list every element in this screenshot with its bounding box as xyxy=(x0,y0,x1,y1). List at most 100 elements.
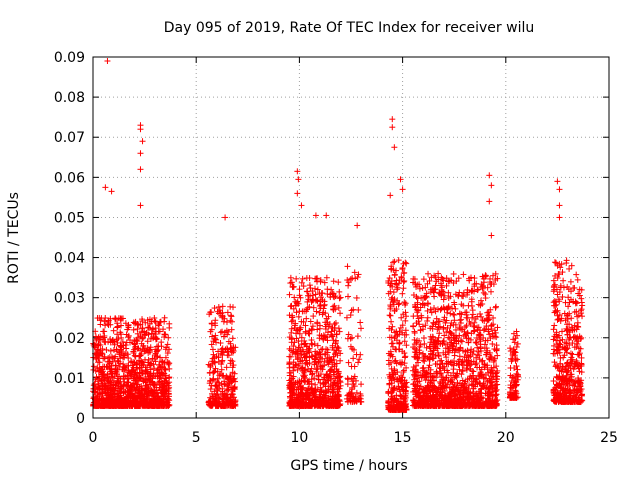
data-point xyxy=(457,317,464,324)
data-point xyxy=(471,323,478,330)
data-point xyxy=(337,357,344,364)
data-point xyxy=(137,126,144,133)
data-point xyxy=(295,176,302,183)
y-tick-label: 0.03 xyxy=(54,291,85,307)
data-point xyxy=(556,186,563,193)
data-point xyxy=(317,294,324,301)
data-point xyxy=(286,364,293,371)
data-point xyxy=(343,314,350,321)
data-point xyxy=(424,314,431,321)
data-point xyxy=(139,138,146,145)
data-point xyxy=(345,359,352,366)
data-point xyxy=(220,318,227,325)
data-point xyxy=(148,330,155,337)
data-point xyxy=(357,351,364,358)
data-point xyxy=(166,324,173,331)
data-point xyxy=(114,320,121,327)
data-point xyxy=(460,271,467,278)
data-point xyxy=(344,335,351,342)
data-point xyxy=(90,363,97,370)
data-point xyxy=(388,318,395,325)
data-point xyxy=(108,188,115,195)
data-point xyxy=(403,260,410,267)
data-point xyxy=(323,212,330,219)
data-point xyxy=(130,326,137,333)
data-point xyxy=(550,277,557,284)
data-point xyxy=(554,374,561,381)
chart-title: Day 095 of 2019, Rate Of TEC Index for r… xyxy=(164,20,534,36)
data-point xyxy=(400,285,407,292)
data-point xyxy=(494,324,501,331)
data-point xyxy=(451,311,458,318)
data-point xyxy=(304,288,311,295)
data-point xyxy=(574,323,581,330)
data-point xyxy=(550,326,557,333)
data-point xyxy=(578,306,585,313)
data-point xyxy=(229,335,236,342)
data-point xyxy=(158,343,165,350)
data-point xyxy=(493,303,500,310)
data-point xyxy=(164,341,171,348)
data-point xyxy=(206,369,213,376)
data-point xyxy=(163,344,170,351)
data-point xyxy=(337,310,344,317)
data-point xyxy=(551,322,558,329)
x-tick-label: 15 xyxy=(394,430,412,446)
data-point xyxy=(125,355,132,362)
data-point xyxy=(488,322,495,329)
data-point xyxy=(357,319,364,326)
data-point xyxy=(358,381,365,388)
data-point xyxy=(114,323,121,330)
x-axis-label: GPS time / hours xyxy=(290,458,407,474)
data-point xyxy=(208,320,215,327)
data-point xyxy=(578,299,585,306)
data-point xyxy=(395,257,402,264)
y-tick-label: 0.02 xyxy=(54,331,85,347)
data-point xyxy=(420,276,427,283)
data-point xyxy=(565,303,572,310)
data-point xyxy=(423,294,430,301)
data-point xyxy=(452,326,459,333)
data-point xyxy=(215,303,222,310)
data-point xyxy=(291,294,298,301)
data-point xyxy=(391,272,398,279)
data-point xyxy=(155,322,162,329)
data-point xyxy=(102,322,109,329)
data-point xyxy=(492,304,499,311)
data-point xyxy=(119,338,126,345)
data-point xyxy=(161,314,168,321)
data-point xyxy=(387,192,394,199)
data-point xyxy=(165,334,172,341)
data-point xyxy=(296,286,303,293)
data-point xyxy=(478,313,485,320)
data-point xyxy=(310,313,317,320)
data-point xyxy=(137,150,144,157)
data-point xyxy=(349,334,356,341)
data-point xyxy=(219,345,226,352)
data-point xyxy=(578,295,585,302)
data-point xyxy=(164,350,171,357)
data-point xyxy=(452,305,459,312)
data-point xyxy=(303,275,310,282)
data-point xyxy=(556,214,563,221)
data-point xyxy=(345,282,352,289)
data-point xyxy=(488,232,495,239)
data-point xyxy=(566,299,573,306)
data-point xyxy=(222,214,229,221)
data-point xyxy=(425,270,432,277)
data-point xyxy=(330,278,337,285)
data-point xyxy=(298,202,305,209)
data-point xyxy=(139,325,146,332)
data-point xyxy=(514,340,521,347)
data-point xyxy=(387,312,394,319)
data-point xyxy=(486,172,493,179)
data-point xyxy=(209,346,216,353)
data-point xyxy=(551,359,558,366)
data-point xyxy=(568,262,575,269)
data-point xyxy=(550,377,557,384)
data-point xyxy=(154,366,161,373)
data-point xyxy=(286,291,293,298)
data-point xyxy=(313,308,320,315)
data-point xyxy=(149,325,156,332)
